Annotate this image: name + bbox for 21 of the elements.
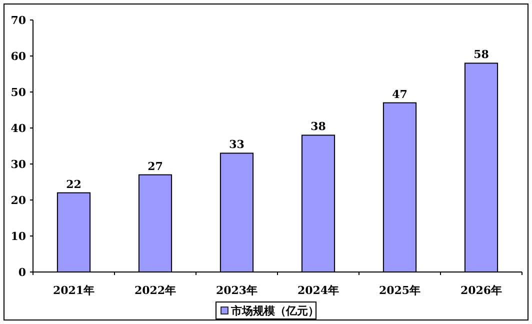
- data-label: 58: [474, 48, 490, 62]
- y-tick-label: 20: [10, 194, 26, 207]
- data-label: 47: [392, 88, 408, 101]
- x-tick-label: 2026年: [460, 284, 502, 297]
- y-tick-label: 0: [18, 266, 26, 279]
- data-label: 33: [229, 138, 244, 152]
- y-tick-label: 50: [10, 86, 26, 99]
- legend-label: 市场规模（亿元）: [230, 304, 319, 318]
- data-label: 38: [310, 120, 326, 134]
- y-tick-label: 30: [10, 158, 26, 171]
- x-tick-label: 2025年: [378, 284, 421, 297]
- x-tick-label: 2021年: [52, 284, 95, 297]
- x-tick-label: 2024年: [297, 284, 340, 297]
- data-label: 22: [66, 178, 82, 191]
- x-tick-label: 2022年: [134, 284, 176, 297]
- y-tick-label: 10: [10, 230, 26, 243]
- y-tick-label: 40: [10, 122, 26, 135]
- x-tick-label: 2023年: [216, 284, 258, 297]
- y-tick-label: 60: [10, 50, 26, 63]
- data-label: 27: [148, 160, 163, 173]
- y-tick-label: 70: [10, 14, 26, 27]
